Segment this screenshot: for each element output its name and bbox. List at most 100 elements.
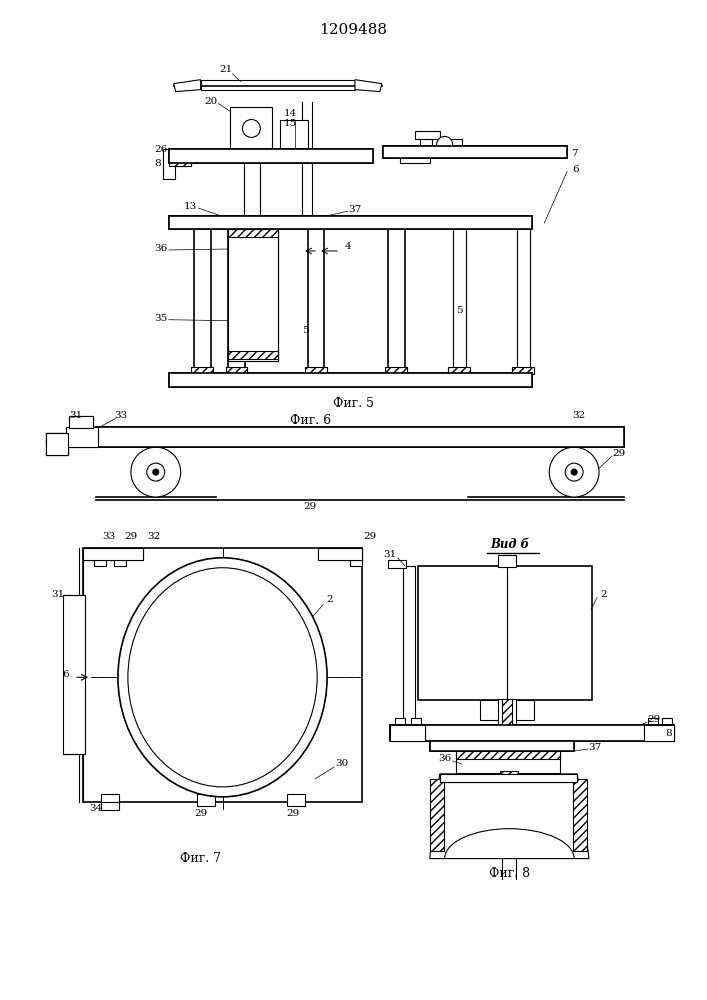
Bar	[573, 779, 587, 851]
Bar	[383, 146, 567, 158]
Text: 21: 21	[219, 65, 232, 74]
Bar	[430, 741, 574, 751]
Text: Вид б: Вид б	[490, 538, 529, 551]
Text: 26: 26	[154, 145, 168, 154]
Text: 37: 37	[349, 205, 361, 214]
Bar	[96, 427, 624, 447]
Bar	[400, 149, 430, 163]
Bar	[440, 774, 577, 782]
Bar	[479, 700, 534, 720]
Bar	[226, 367, 247, 374]
Text: 35: 35	[154, 314, 168, 323]
Bar	[430, 779, 444, 851]
Circle shape	[153, 469, 159, 475]
Bar	[169, 149, 373, 163]
Text: 37: 37	[588, 743, 602, 752]
Bar	[448, 367, 469, 374]
Circle shape	[571, 469, 577, 475]
Bar	[644, 725, 674, 741]
Bar	[66, 427, 98, 447]
Bar	[318, 548, 362, 560]
Text: 33: 33	[103, 532, 115, 541]
Bar	[280, 120, 308, 149]
Bar	[228, 229, 279, 361]
Bar	[46, 433, 68, 455]
Text: 29: 29	[124, 532, 137, 541]
Bar	[83, 548, 143, 560]
Circle shape	[549, 447, 599, 497]
Text: 29: 29	[363, 532, 377, 541]
Text: 1209488: 1209488	[319, 23, 387, 37]
Text: 7: 7	[571, 149, 578, 158]
Text: 5: 5	[456, 306, 463, 315]
Bar	[403, 566, 415, 727]
Text: 31: 31	[52, 590, 65, 599]
Bar	[648, 718, 658, 726]
Bar	[411, 718, 421, 726]
Bar	[169, 156, 191, 166]
Text: 34: 34	[89, 804, 103, 813]
Text: 8: 8	[665, 729, 672, 738]
Bar	[163, 149, 175, 179]
Bar	[83, 548, 143, 560]
Bar	[63, 595, 85, 754]
Bar	[169, 149, 373, 163]
Bar	[101, 794, 119, 806]
Bar	[101, 802, 119, 810]
Bar	[350, 548, 362, 566]
Ellipse shape	[118, 558, 327, 797]
Bar	[66, 427, 98, 447]
Bar	[455, 751, 560, 759]
Text: 6: 6	[572, 165, 578, 174]
Text: 29: 29	[647, 715, 660, 724]
Text: 14: 14	[284, 109, 297, 118]
Bar	[228, 229, 279, 237]
Text: Фиг. 8: Фиг. 8	[489, 867, 530, 880]
Bar	[415, 131, 440, 139]
Text: 29: 29	[612, 449, 626, 458]
Bar	[305, 367, 327, 374]
Text: 20: 20	[204, 97, 217, 106]
Bar	[297, 216, 317, 228]
Text: 29: 29	[194, 809, 207, 818]
Bar	[440, 774, 577, 782]
Bar	[169, 216, 532, 229]
Bar	[418, 566, 592, 700]
Text: 36: 36	[154, 244, 168, 253]
Text: 31: 31	[383, 550, 397, 559]
Text: 8: 8	[154, 159, 161, 168]
Text: 13: 13	[184, 202, 197, 211]
Bar	[96, 427, 624, 447]
Circle shape	[437, 136, 452, 152]
Text: 2: 2	[327, 595, 334, 604]
Text: 30: 30	[335, 759, 349, 768]
Bar	[432, 139, 462, 149]
Bar	[513, 367, 534, 374]
Bar	[169, 373, 532, 387]
Text: Фиг. 6: Фиг. 6	[290, 414, 331, 427]
Bar	[390, 725, 674, 741]
Bar	[385, 367, 407, 374]
Bar	[455, 751, 560, 773]
Bar	[169, 156, 191, 166]
Text: 32: 32	[573, 411, 585, 420]
Circle shape	[565, 463, 583, 481]
Text: 6: 6	[62, 670, 69, 679]
Text: 29: 29	[286, 809, 300, 818]
Bar	[191, 367, 213, 374]
Bar	[230, 107, 272, 151]
Polygon shape	[174, 80, 201, 92]
Bar	[503, 699, 513, 757]
Bar	[501, 771, 518, 776]
Text: 36: 36	[438, 754, 451, 763]
Polygon shape	[430, 774, 589, 859]
Bar	[228, 229, 279, 361]
Bar	[498, 699, 516, 759]
Bar	[201, 80, 355, 90]
Bar	[662, 718, 672, 726]
Bar	[390, 725, 425, 741]
Polygon shape	[355, 80, 382, 92]
Bar	[197, 794, 214, 806]
Bar	[46, 433, 68, 455]
Circle shape	[243, 120, 260, 137]
